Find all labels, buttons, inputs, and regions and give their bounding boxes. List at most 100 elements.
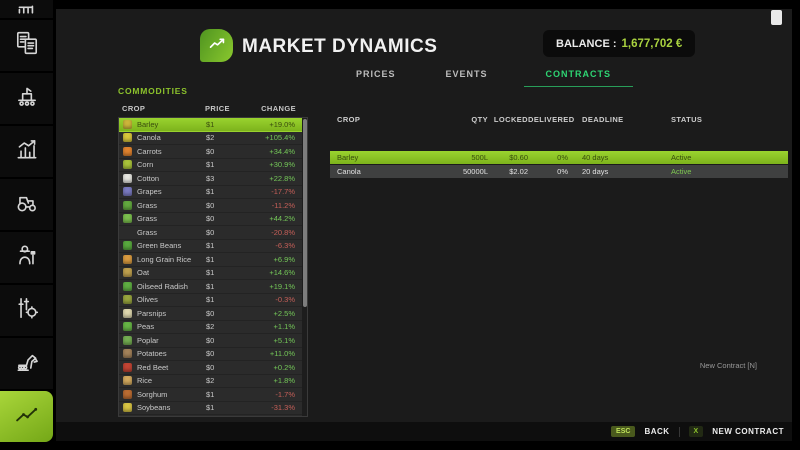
crop-name: Carrots [137, 146, 162, 156]
commodity-row[interactable]: Grass $0 +44.2% [119, 213, 302, 226]
partial-icon [14, 0, 40, 18]
col-header-locked: LOCKED [493, 115, 528, 124]
commodity-row[interactable]: Canola $2 +105.4% [119, 132, 302, 145]
crop-change: +5.1% [273, 335, 295, 345]
crop-name: Grass [137, 227, 158, 237]
commodity-row[interactable]: Cotton $3 +22.8% [119, 172, 302, 186]
red-beet-icon [123, 362, 132, 372]
sidebar-item-construction[interactable] [0, 338, 53, 389]
commodity-row[interactable]: Grass $0 -20.8% [119, 226, 302, 240]
footer-keybind-bar: ESC BACK X NEW CONTRACT [56, 422, 792, 441]
col-header-delivered: DELIVERED [528, 115, 575, 124]
commodity-row[interactable]: Rice $2 +1.8% [119, 375, 302, 388]
sidebar-item-production[interactable] [0, 73, 53, 124]
footer-action-new-contract[interactable]: NEW CONTRACT [712, 427, 784, 436]
production-icon [14, 83, 40, 114]
balance-label: BALANCE : [556, 37, 617, 50]
commodity-row[interactable]: Oat $1 +14.6% [119, 267, 302, 280]
market-trend-icon [13, 400, 41, 433]
crop-price: $3 [206, 173, 215, 183]
contract-row[interactable]: Barley 500L $0.60 0% 40 days Active [330, 151, 788, 164]
potatoes-icon [123, 349, 132, 359]
settings-icon [14, 295, 40, 326]
commodity-row[interactable]: Peas $2 +1.1% [119, 321, 302, 334]
commodity-row[interactable]: Poplar $0 +5.1% [119, 334, 302, 348]
green-beans-icon [123, 241, 132, 251]
soybeans-icon [123, 403, 132, 413]
crop-change: -0.3% [275, 295, 295, 305]
tab-contracts[interactable]: CONTRACTS [523, 65, 634, 87]
commodity-row[interactable]: Soybeans $1 -31.3% [119, 402, 302, 415]
crop-change: +34.4% [269, 146, 295, 156]
col-header-price: PRICE [205, 104, 230, 113]
crop-price: $0 [206, 227, 215, 237]
sidebar-item-top-partial[interactable] [0, 0, 53, 18]
sidebar-item-farmer[interactable] [0, 232, 53, 283]
long-grain-rice-icon [123, 254, 132, 264]
trend-arrow-icon [206, 32, 228, 59]
contract-delivered: 0% [557, 167, 568, 176]
crop-price: $0 [206, 146, 215, 156]
commodity-row[interactable]: Grass $0 -11.2% [119, 199, 302, 213]
crop-change: +0.2% [273, 362, 295, 372]
crop-price: $0 [206, 214, 215, 224]
carrots-icon [123, 146, 132, 156]
crop-change: +30.9% [269, 160, 295, 170]
contract-deadline: 20 days [582, 167, 609, 176]
crop-price: $2 [206, 322, 215, 332]
commodity-row[interactable]: Oilseed Radish $1 +19.1% [119, 280, 302, 294]
commodity-row[interactable]: Sorghum $1 -1.7% [119, 388, 302, 402]
market-dynamics-logo [200, 29, 233, 62]
commodity-row[interactable]: Parsnips $0 +2.5% [119, 307, 302, 321]
crop-price: $1 [206, 119, 215, 129]
contracts-table: CROP QTY LOCKED DELIVERED DEADLINE STATU… [330, 115, 788, 179]
crop-price: $0 [206, 362, 215, 372]
crop-change: +22.8% [269, 173, 295, 183]
crop-change: +11.0% [269, 349, 295, 359]
crop-name: Rice [137, 376, 153, 386]
sidebar-item-contracts-documents[interactable] [0, 20, 53, 71]
crop-price: $0 [206, 349, 215, 359]
commodity-row[interactable]: Green Beans $1 -6.3% [119, 240, 302, 253]
crop-change: +19.1% [269, 281, 295, 291]
contract-row[interactable]: Canola 50000L $2.02 0% 20 days Active [330, 165, 788, 178]
commodity-list-scrollbar[interactable] [302, 118, 307, 416]
footer-action-back[interactable]: BACK [644, 427, 670, 436]
tab-prices[interactable]: PRICES [356, 69, 396, 79]
crop-change: +44.2% [269, 214, 295, 224]
crop-price: $1 [206, 403, 215, 413]
commodity-row[interactable]: Carrots $0 +34.4% [119, 145, 302, 159]
commodity-row[interactable]: Long Grain Rice $1 +6.9% [119, 253, 302, 267]
corn-icon [123, 160, 132, 170]
sidebar-item-market-dynamics[interactable] [0, 391, 53, 442]
sidebar-item-vehicles[interactable] [0, 179, 53, 230]
statistics-icon [14, 136, 40, 167]
commodity-row[interactable]: Corn $1 +30.9% [119, 159, 302, 172]
crop-change: -1.7% [275, 389, 295, 399]
parsnips-icon [123, 308, 132, 318]
balance-value: 1,677,702 € [621, 37, 683, 50]
tab-events[interactable]: EVENTS [445, 69, 488, 79]
crop-change: +14.6% [269, 268, 295, 278]
commodity-row[interactable]: Grapes $1 -17.7% [119, 186, 302, 199]
col-header-crop: CROP [337, 115, 361, 124]
contract-deadline: 40 days [582, 153, 609, 162]
scrollbar-thumb[interactable] [302, 119, 307, 307]
sidebar-item-statistics[interactable] [0, 126, 53, 177]
col-header-crop: CROP [122, 104, 146, 113]
excavator-icon [14, 348, 40, 379]
crop-price: $1 [206, 389, 215, 399]
crop-name: Barley [137, 119, 159, 129]
commodity-row[interactable]: Red Beet $0 +0.2% [119, 361, 302, 375]
commodity-row[interactable]: Potatoes $0 +11.0% [119, 348, 302, 361]
contract-locked: $2.02 [509, 167, 528, 176]
commodity-row[interactable]: Olives $1 -0.3% [119, 294, 302, 307]
oilseed-radish-icon [123, 281, 132, 291]
commodity-row[interactable]: Barley $1 +19.0% [119, 118, 302, 132]
grass-icon [123, 214, 132, 224]
crop-name: Oat [137, 268, 150, 278]
canola-icon [123, 133, 132, 143]
crop-price: $1 [206, 295, 215, 305]
footer-separator [678, 426, 680, 437]
sidebar-item-settings[interactable] [0, 285, 53, 336]
